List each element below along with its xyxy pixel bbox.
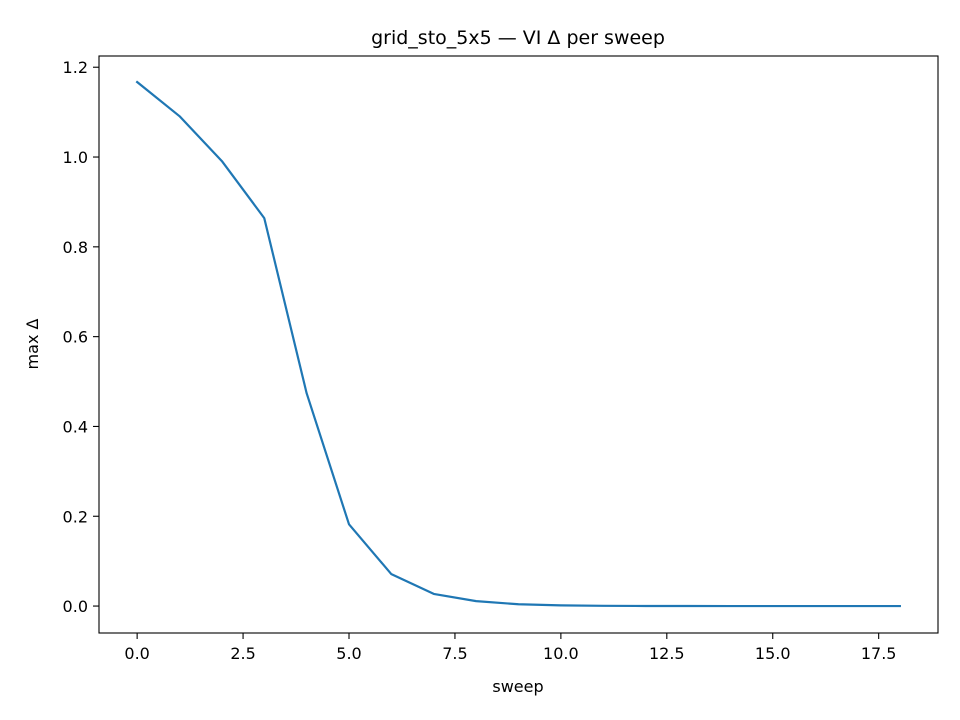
y-tick-label: 0.0 bbox=[63, 597, 88, 616]
y-tick-label: 0.8 bbox=[63, 238, 88, 257]
y-tick-label: 0.4 bbox=[63, 417, 88, 436]
y-tick-label: 0.6 bbox=[63, 328, 88, 347]
y-tick-label: 1.2 bbox=[63, 58, 88, 77]
chart-title: grid_sto_5x5 — VI Δ per sweep bbox=[371, 27, 665, 49]
x-tick-label: 15.0 bbox=[755, 644, 791, 663]
x-tick-label: 2.5 bbox=[230, 644, 255, 663]
x-tick-label: 17.5 bbox=[861, 644, 897, 663]
y-axis-label: max Δ bbox=[23, 319, 42, 370]
axes-frame bbox=[98, 55, 939, 634]
x-tick-label: 10.0 bbox=[543, 644, 579, 663]
x-tick-label: 12.5 bbox=[649, 644, 685, 663]
x-tick-label: 0.0 bbox=[124, 644, 149, 663]
x-tick-label: 5.0 bbox=[336, 644, 361, 663]
x-axis-label: sweep bbox=[492, 677, 543, 696]
series-line-0 bbox=[135, 80, 901, 608]
plot-area: 0.0 2.5 5.0 7.5 10.0 12.5 15.0 17.5 0.0 0.2 0.4 0.6… bbox=[63, 55, 939, 663]
y-tick-label: 0.2 bbox=[63, 507, 88, 526]
x-tick-label: 7.5 bbox=[442, 644, 467, 663]
y-tick-label: 1.0 bbox=[63, 148, 88, 167]
